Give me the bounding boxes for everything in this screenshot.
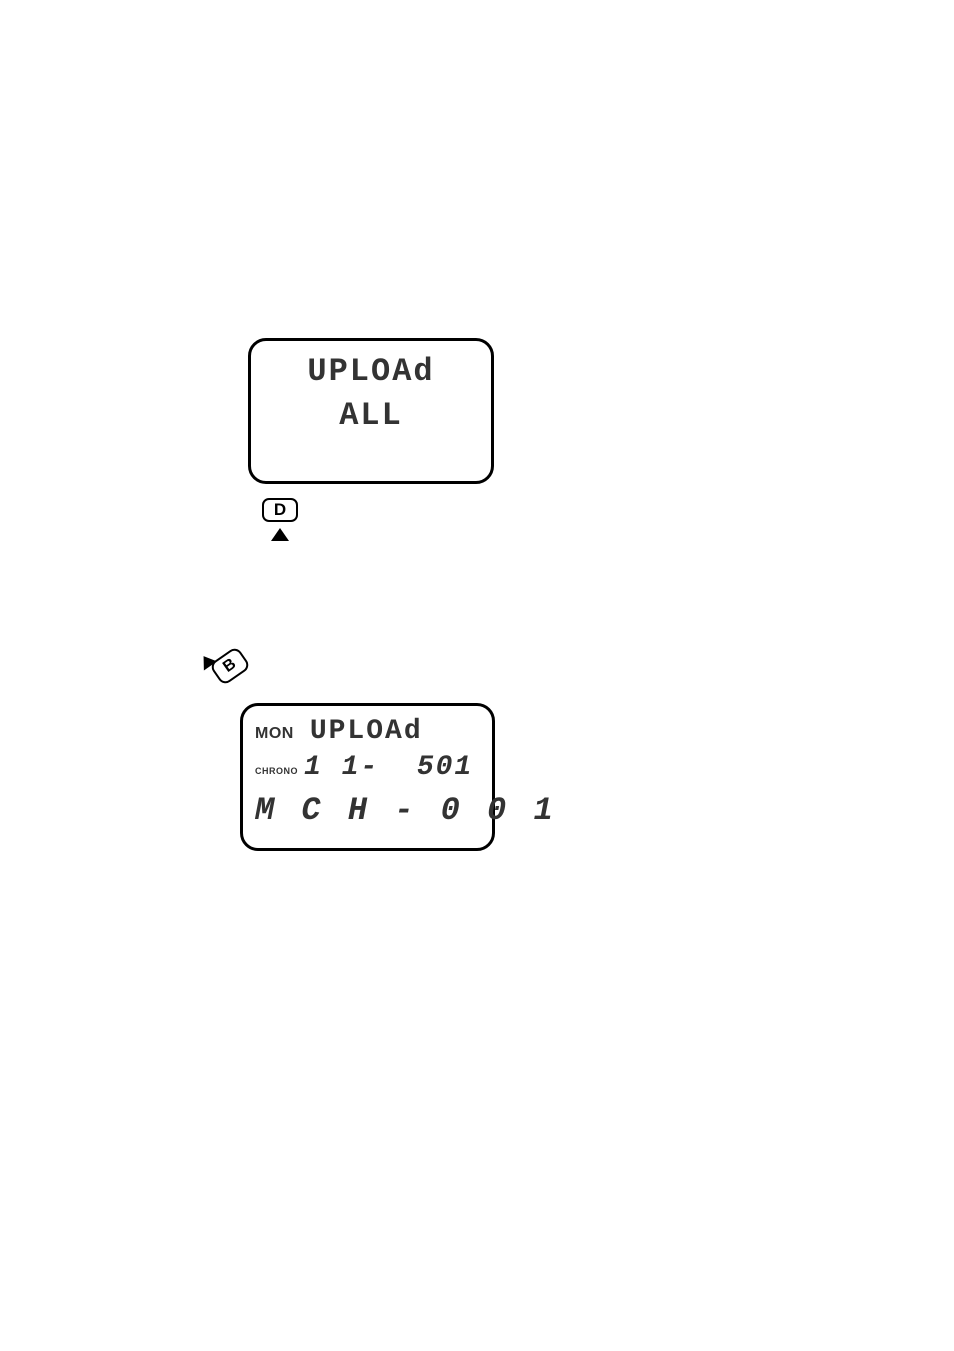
lcd-label-chrono: CHRONO (255, 766, 298, 776)
button-d[interactable]: D (262, 498, 298, 522)
button-d-group: D (262, 498, 298, 541)
button-b-group: B (199, 653, 247, 679)
button-b-label: B (220, 655, 240, 676)
lcd-row-3: M C H - 0 0 1 (255, 792, 480, 840)
lcd-text-upload: UPLOAd (307, 353, 434, 390)
lcd-screen-upload-all: UPLOAd ALL (248, 338, 494, 484)
button-b[interactable]: B (209, 646, 252, 687)
lcd-text-upload-2: UPLOAd (310, 716, 423, 747)
lcd-label-mon: MON (255, 725, 294, 743)
button-d-label: D (274, 500, 286, 520)
lcd-text-11-501: 1 1- 501 (304, 752, 473, 783)
lcd-screen-chrono: MON UPLOAd CHRONO 1 1- 501 M C H - 0 0 1 (240, 703, 495, 851)
lcd-text-all: ALL (339, 397, 403, 434)
lcd-row-2: CHRONO 1 1- 501 (255, 752, 480, 792)
arrow-up-icon (271, 528, 289, 541)
lcd-row-1: MON UPLOAd (255, 716, 480, 752)
lcd-line-1: UPLOAd (263, 349, 479, 393)
lcd-text-mch-001: M C H - 0 0 1 (255, 792, 557, 829)
lcd-line-2: ALL (263, 393, 479, 437)
